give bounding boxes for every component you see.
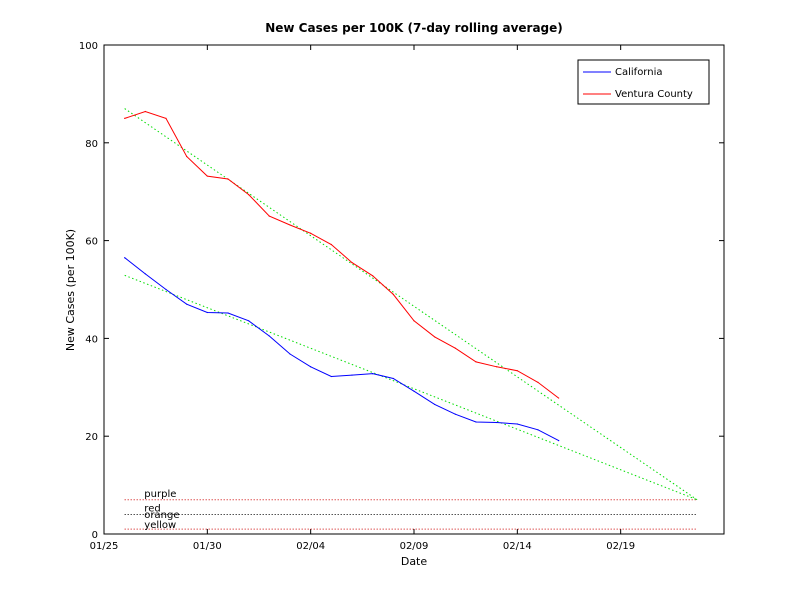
data-point-ventura-county: [434, 336, 436, 338]
trend-line: [124, 108, 698, 501]
y-tick-label: 40: [85, 334, 98, 345]
chart-title: New Cases per 100K (7-day rolling averag…: [265, 21, 563, 35]
data-point-california: [165, 288, 167, 291]
data-point-ventura-county: [310, 232, 312, 234]
data-point-ventura-county: [372, 275, 374, 277]
data-point-california: [413, 390, 415, 392]
y-tick-label: 80: [85, 139, 98, 150]
tier-label-orange: orange: [144, 510, 179, 521]
data-point-california: [289, 353, 291, 355]
data-point-ventura-county: [454, 347, 456, 349]
series-line-california: [124, 257, 559, 442]
data-point-california: [475, 421, 477, 423]
x-axis: 01/25 01/30 02/04 02/09 02/14 02/19: [90, 45, 635, 552]
x-tick-label: 02/19: [606, 541, 635, 552]
trend-lines: [124, 108, 698, 501]
y-axis-label: New Cases (per 100K): [64, 229, 77, 351]
tier-label-yellow: yellow: [144, 520, 176, 531]
data-point-ventura-county: [124, 117, 126, 119]
data-point-ventura-county: [475, 361, 477, 363]
data-point-ventura-county: [186, 155, 188, 158]
data-point-california: [434, 403, 436, 406]
data-point-california: [124, 257, 126, 259]
data-point-california: [330, 375, 332, 378]
data-point-ventura-county: [206, 175, 208, 177]
x-tick-label: 02/14: [503, 541, 532, 552]
data-point-ventura-county: [289, 224, 291, 226]
x-tick-label: 02/04: [296, 541, 325, 552]
y-tick-label: 0: [92, 530, 98, 541]
data-point-california: [392, 377, 394, 380]
legend-label: California: [615, 67, 663, 78]
legend-label: Ventura County: [615, 89, 693, 100]
data-point-ventura-county: [413, 320, 415, 322]
x-tick-label: 01/25: [90, 541, 119, 552]
data-point-ventura-county: [330, 243, 332, 246]
legend: California Ventura County: [577, 59, 710, 105]
x-tick-label: 02/09: [400, 541, 429, 552]
data-point-california: [558, 440, 560, 442]
data-point-california: [496, 421, 498, 424]
data-point-california: [186, 303, 188, 305]
data-point-california: [206, 311, 208, 314]
data-point-ventura-county: [537, 381, 539, 384]
data-point-ventura-county: [248, 194, 250, 196]
data-point-ventura-county: [558, 397, 560, 399]
tier-label-purple: purple: [144, 489, 176, 500]
data-point-ventura-county: [144, 110, 146, 113]
data-point-california: [248, 320, 250, 322]
series-line-ventura-county: [124, 110, 560, 399]
data-point-california: [144, 273, 146, 275]
data-point-california: [351, 374, 353, 376]
y-tick-label: 60: [85, 237, 98, 248]
data-point-ventura-county: [227, 178, 229, 180]
data-point-california: [372, 373, 374, 375]
data-point-california: [310, 366, 312, 368]
y-tick-label: 20: [85, 432, 98, 443]
y-axis: 0 20 40 60 80 100: [79, 41, 724, 541]
data-point-california: [227, 312, 229, 314]
data-point-california: [537, 429, 539, 431]
data-point-ventura-county: [351, 262, 353, 264]
plot-area-frame: [103, 44, 725, 535]
data-series: [124, 110, 560, 442]
y-tick-label: 100: [79, 41, 98, 52]
tier-label-red: red: [144, 503, 160, 514]
data-point-california: [454, 413, 456, 415]
x-axis-label: Date: [401, 555, 428, 568]
data-point-ventura-county: [392, 293, 394, 295]
data-point-california: [516, 423, 518, 425]
data-point-ventura-county: [516, 370, 518, 372]
data-point-ventura-county: [268, 215, 270, 217]
trend-line: [124, 274, 698, 501]
data-point-ventura-county: [496, 366, 498, 368]
legend-box: [577, 59, 710, 105]
data-point-california: [268, 335, 270, 337]
data-point-ventura-county: [165, 117, 167, 119]
x-tick-label: 01/30: [193, 541, 222, 552]
